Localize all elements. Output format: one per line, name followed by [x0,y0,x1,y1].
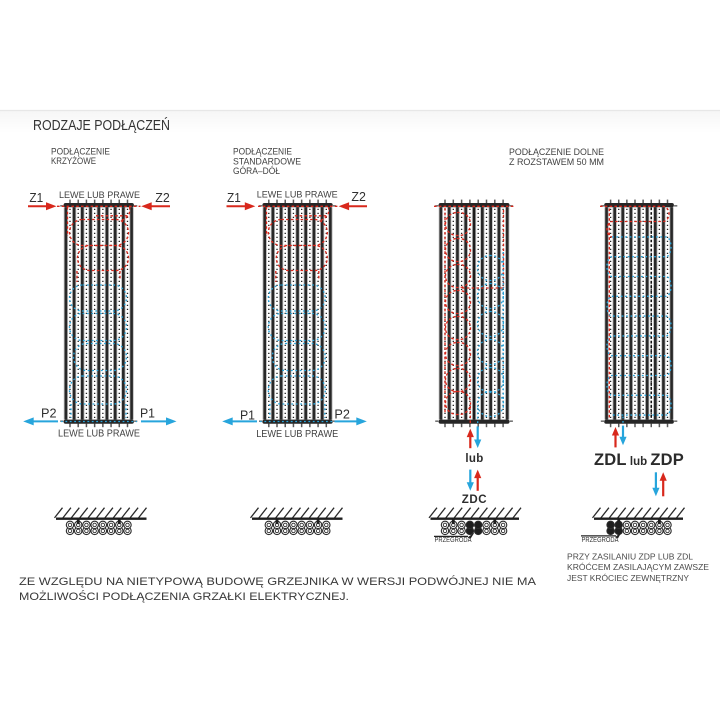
svg-text:JEST KRÓCIEC ZEWNĘTRZNY: JEST KRÓCIEC ZEWNĘTRZNY [567,574,690,583]
svg-text:KRÓĆCEM ZASILAJĄCYM ZAWSZE: KRÓĆCEM ZASILAJĄCYM ZAWSZE [567,563,710,572]
svg-text:RODZAJE PODŁĄCZEŃ: RODZAJE PODŁĄCZEŃ [33,117,170,134]
svg-text:PODŁĄCZENIE: PODŁĄCZENIE [51,147,110,157]
svg-text:LEWE LUB PRAWE: LEWE LUB PRAWE [257,190,338,200]
svg-text:PRZEGRODA: PRZEGRODA [582,537,619,544]
svg-text:Z ROZSTAWEM 50 MM: Z ROZSTAWEM 50 MM [509,157,604,167]
svg-text:PRZY ZASILANIU ZDP LUB ZDL: PRZY ZASILANIU ZDP LUB ZDL [567,552,694,561]
svg-text:KRZYŻOWE: KRZYŻOWE [51,156,96,166]
svg-text:PODŁĄCZENIE DOLNE: PODŁĄCZENIE DOLNE [509,147,604,157]
svg-text:Z2: Z2 [155,190,170,205]
svg-text:LEWE LUB PRAWE: LEWE LUB PRAWE [59,190,140,200]
svg-text:PODŁĄCZENIE: PODŁĄCZENIE [233,147,292,157]
svg-text:LEWE LUB PRAWE: LEWE LUB PRAWE [58,428,140,439]
svg-text:P2: P2 [334,407,350,422]
svg-text:ZDC: ZDC [462,494,487,506]
svg-text:ZE WZGLĘDU NA NIETYPOWĄ BUDOWĘ: ZE WZGLĘDU NA NIETYPOWĄ BUDOWĘ GRZEJNIKA… [19,575,537,588]
svg-text:PRZEGRODA: PRZEGRODA [435,537,472,544]
svg-text:GÓRA–DÓŁ: GÓRA–DÓŁ [233,166,280,176]
svg-text:P2: P2 [41,405,57,420]
svg-text:ZDL lub ZDP: ZDL lub ZDP [594,451,684,469]
svg-text:Z2: Z2 [351,189,366,204]
svg-text:lub: lub [465,453,483,465]
svg-text:STANDARDOWE: STANDARDOWE [233,156,301,166]
svg-text:Z1: Z1 [227,190,241,205]
svg-text:LEWE LUB PRAWE: LEWE LUB PRAWE [256,429,338,440]
svg-text:MOŻLIWOŚCI PODŁĄCZENIA GRZAŁKI: MOŻLIWOŚCI PODŁĄCZENIA GRZAŁKI ELEKTRYCZ… [19,590,349,603]
svg-text:P1: P1 [240,407,255,422]
svg-text:P1: P1 [140,405,155,420]
svg-text:Z1: Z1 [29,190,43,205]
